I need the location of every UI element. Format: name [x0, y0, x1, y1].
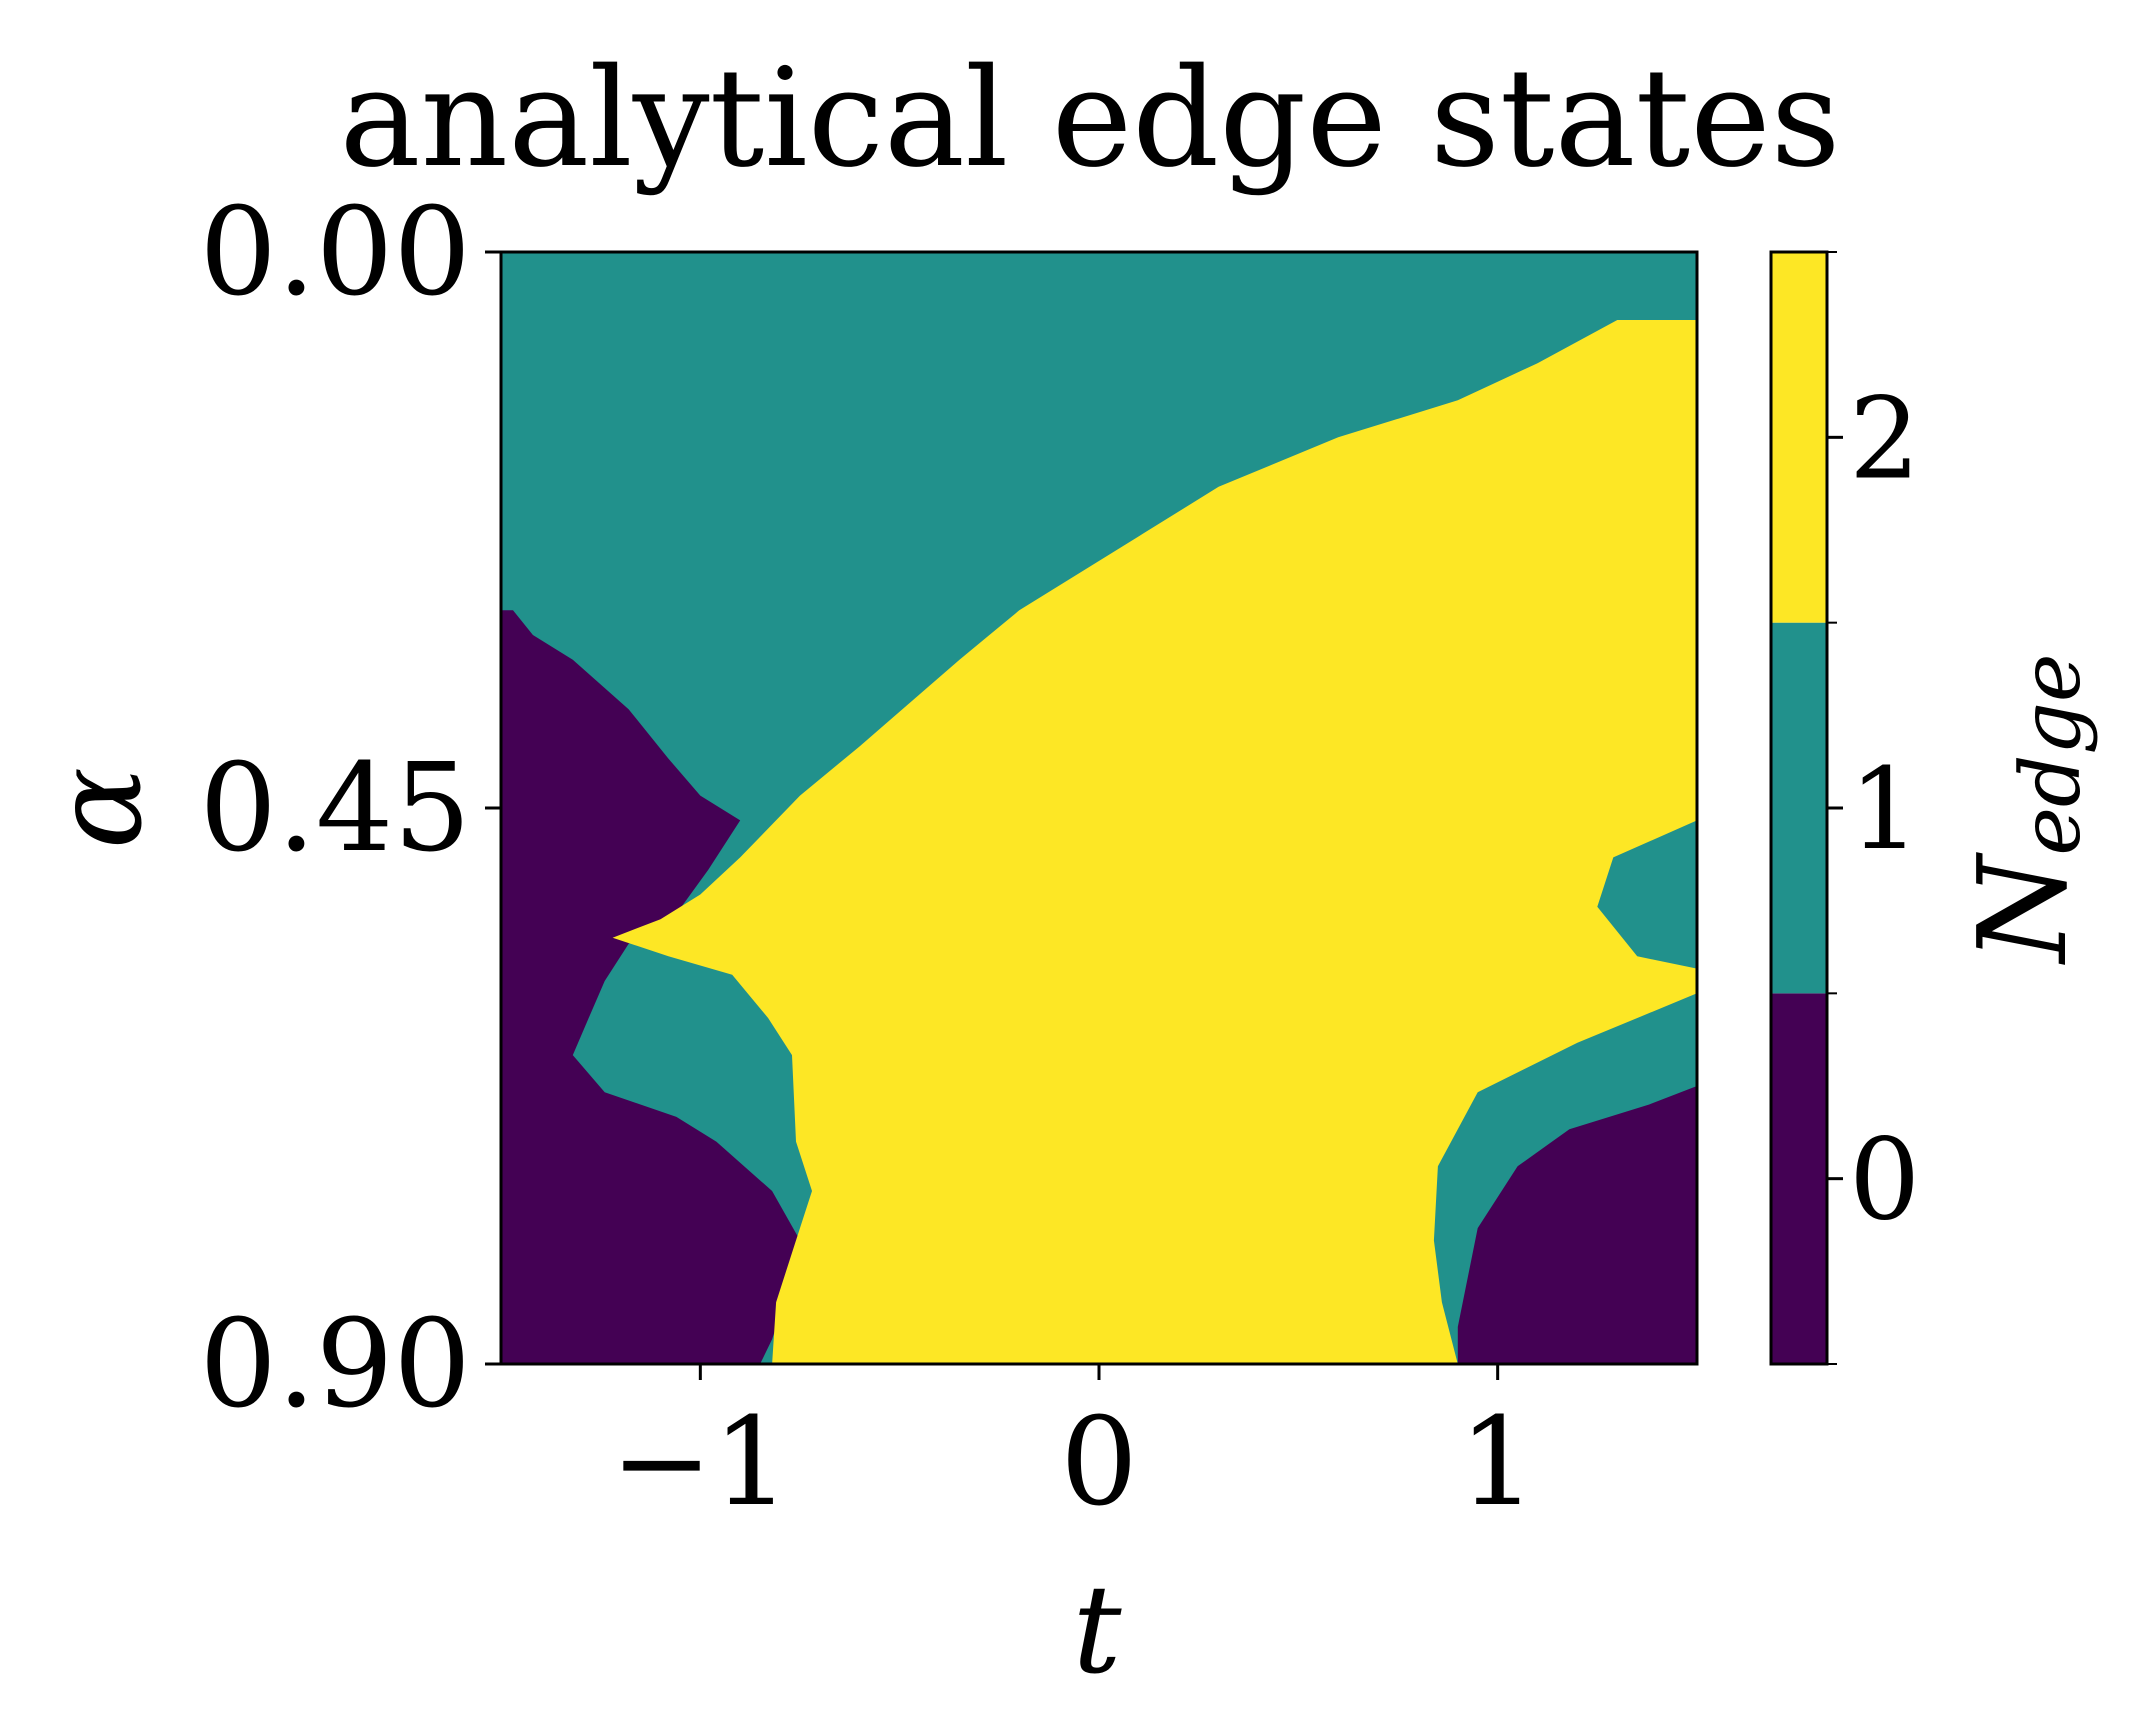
x-tick-label: −1 — [610, 1391, 790, 1533]
y-tick-label: 0.45 — [199, 737, 471, 879]
y-axis-label: α — [27, 767, 169, 849]
colorbar-tick-label: 1 — [1849, 745, 1920, 875]
x-tick-label: 0 — [1060, 1391, 1138, 1533]
colorbar-label: Nedge — [1952, 654, 2099, 966]
colorbar-segment-0 — [1771, 993, 1827, 1364]
colorbar-tick-label: 0 — [1849, 1116, 1920, 1246]
colorbar-tick-label: 2 — [1849, 374, 1920, 504]
colorbar: 0 1 2 — [1769, 250, 1920, 1366]
colorbar-segment-2 — [1771, 252, 1827, 623]
x-axis-label: t — [1072, 1559, 1122, 1701]
x-tick-label: 1 — [1459, 1391, 1537, 1533]
region-level-0-1 — [501, 610, 800, 1364]
region-level-2-2 — [612, 320, 1697, 1364]
region-level-0-3 — [1457, 1086, 1697, 1364]
chart-title: analytical edge states — [340, 40, 1841, 198]
colorbar-label-sub: edge — [2004, 654, 2099, 856]
y-tick-label: 0.00 — [199, 181, 471, 323]
heatmap-regions — [501, 252, 1697, 1364]
colorbar-label-main: N — [1952, 851, 2094, 965]
y-tick-label: 0.90 — [199, 1293, 471, 1435]
axis-ticks: −1 0 1 0.00 0.45 0.90 — [199, 181, 1536, 1533]
colorbar-segment-1 — [1771, 622, 1827, 994]
